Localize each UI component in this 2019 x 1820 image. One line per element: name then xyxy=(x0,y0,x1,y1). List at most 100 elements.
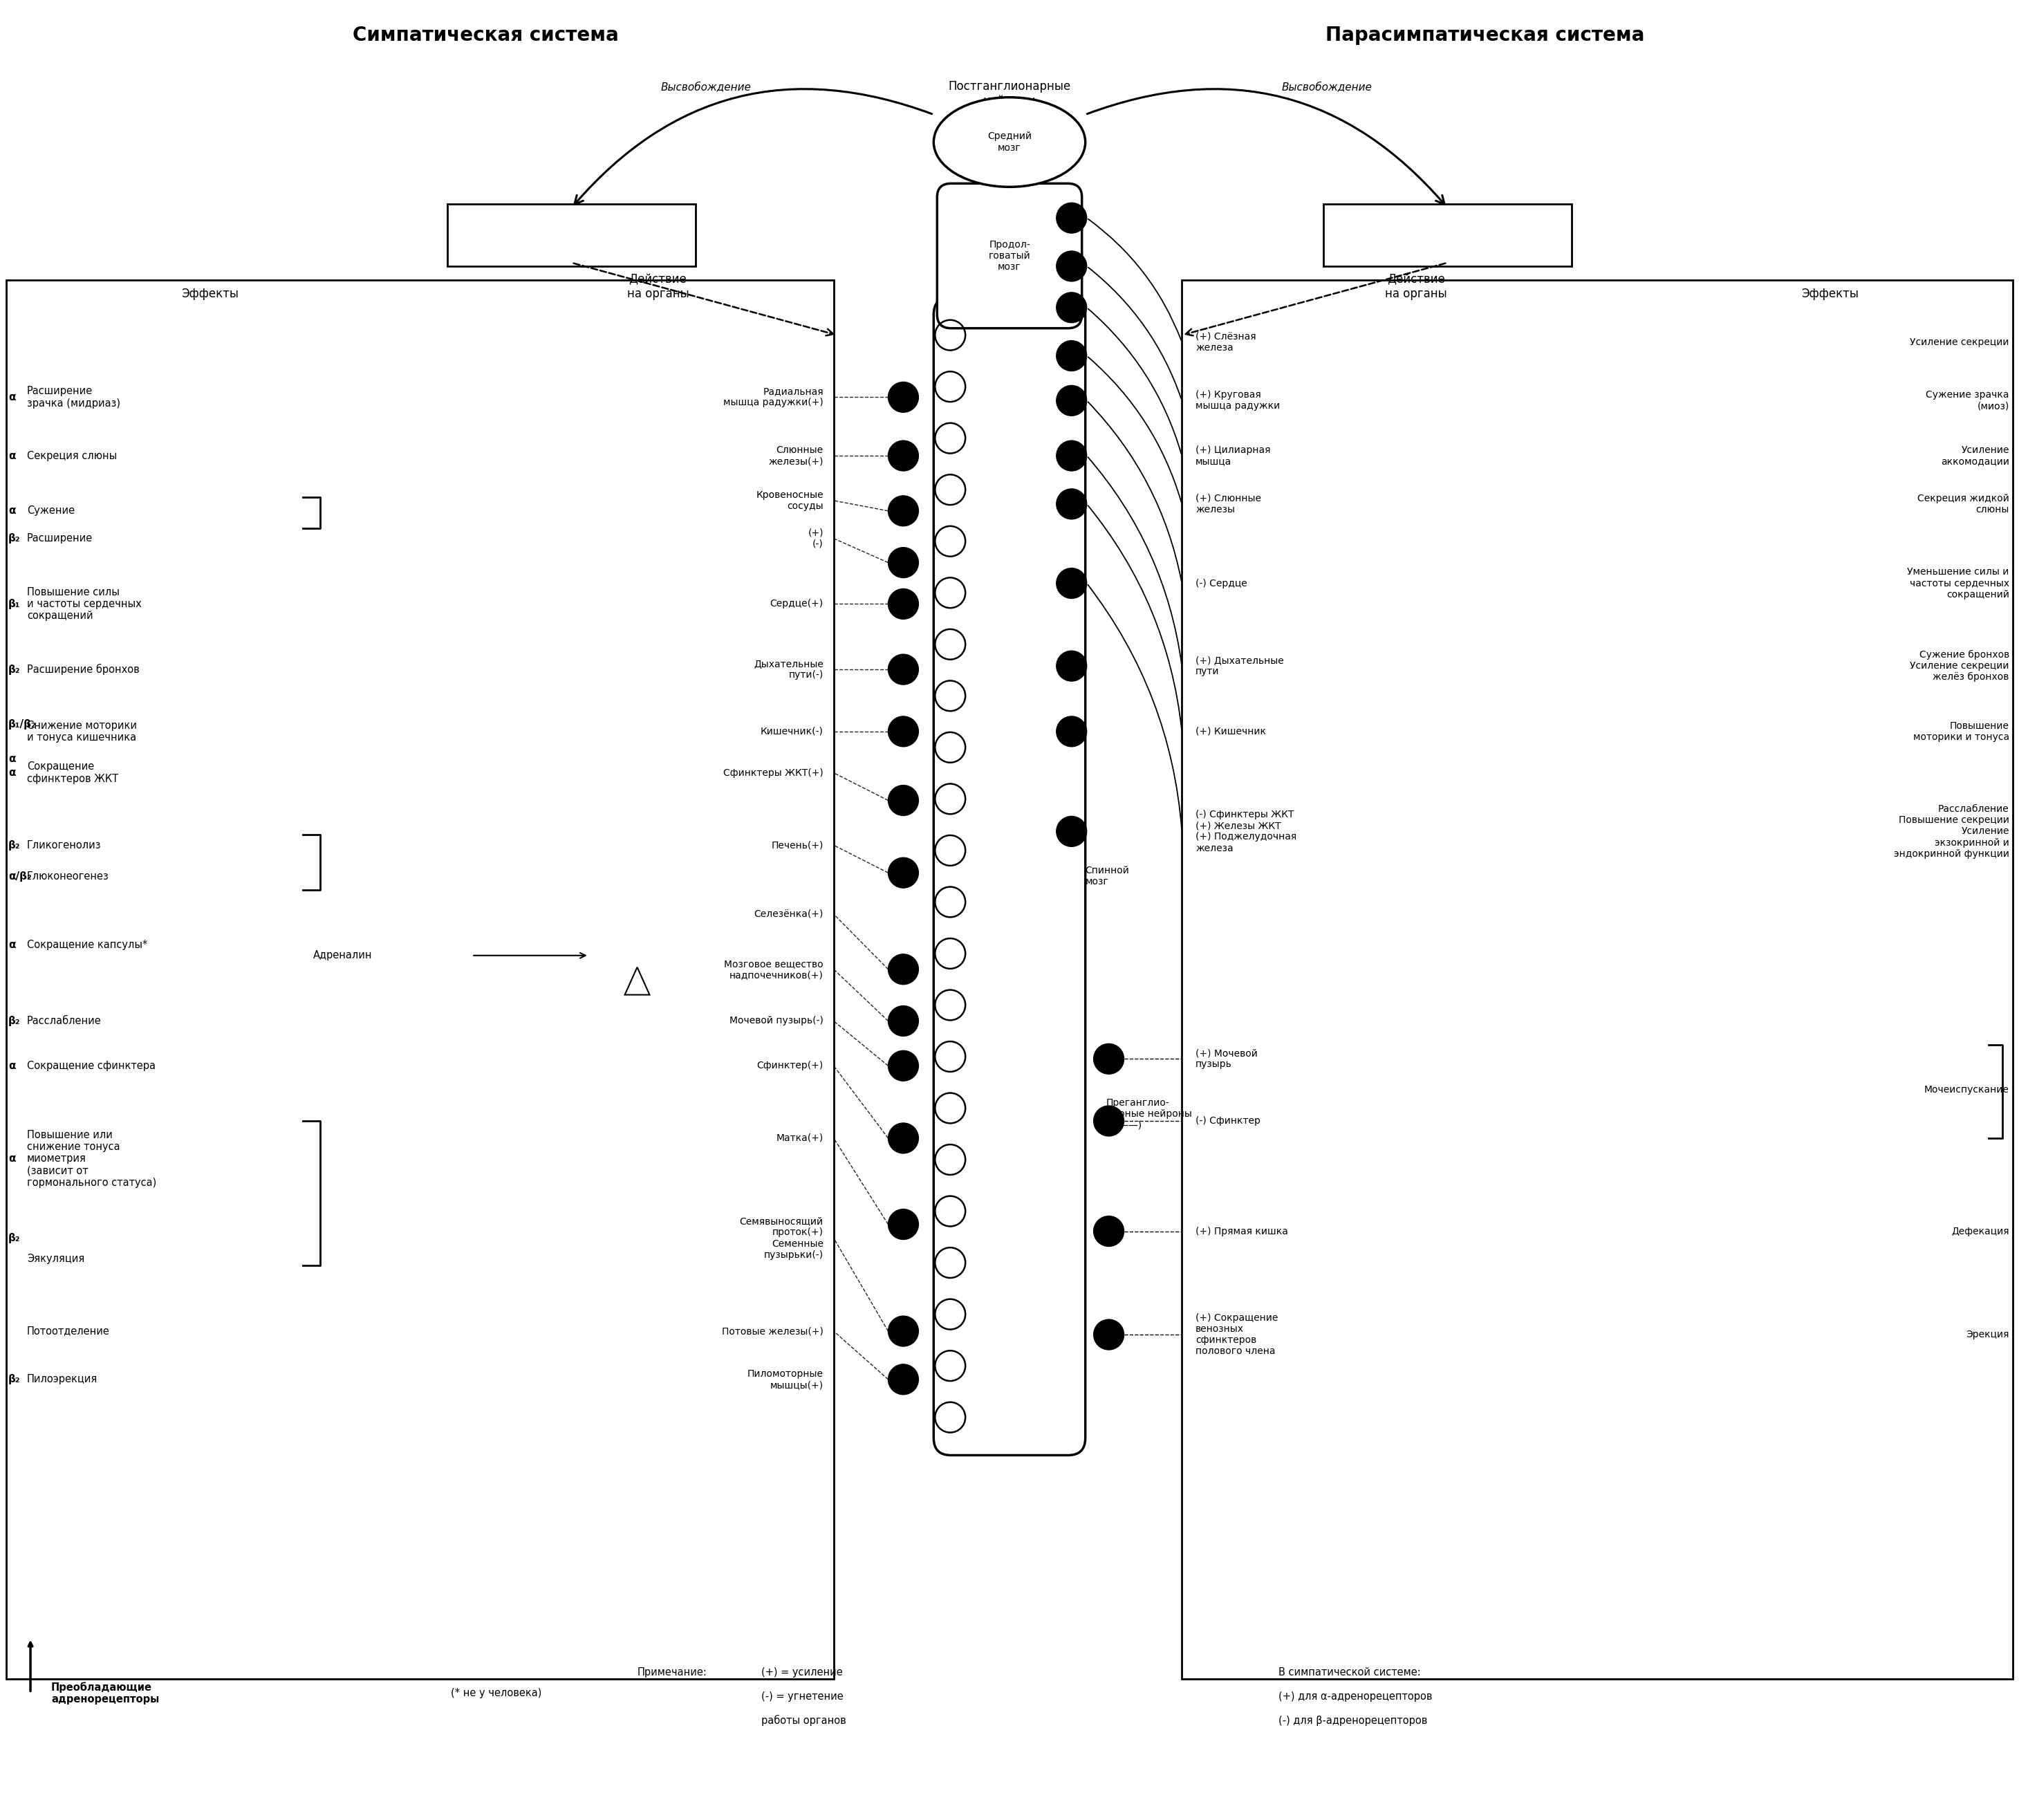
Text: Пиломоторные
мышцы(+): Пиломоторные мышцы(+) xyxy=(747,1369,824,1390)
Circle shape xyxy=(1056,568,1086,599)
Text: (+) Цилиарная
мышца: (+) Цилиарная мышца xyxy=(1195,446,1270,466)
Text: Сфинктер(+): Сфинктер(+) xyxy=(757,1061,824,1070)
Text: Усиление секреции: Усиление секреции xyxy=(1910,337,2009,348)
Text: β₁/β₂: β₁/β₂ xyxy=(8,719,36,730)
Text: Усиление
аккомодации: Усиление аккомодации xyxy=(1940,446,2009,466)
Circle shape xyxy=(888,495,919,526)
Text: Слюнные
железы(+): Слюнные железы(+) xyxy=(769,446,824,466)
Text: Парасимпатическая система: Парасимпатическая система xyxy=(1326,25,1645,46)
FancyArrowPatch shape xyxy=(1185,264,1446,335)
Text: Мозговое вещество
надпочечников(+): Мозговое вещество надпочечников(+) xyxy=(725,959,824,979)
Text: β₂: β₂ xyxy=(8,664,20,675)
Text: (-) для β-адренорецепторов: (-) для β-адренорецепторов xyxy=(1278,1716,1427,1725)
Circle shape xyxy=(1056,340,1086,371)
FancyArrowPatch shape xyxy=(474,954,586,957)
Text: Гликогенолиз: Гликогенолиз xyxy=(26,841,101,850)
Text: Повышение силы
и частоты сердечных
сокращений: Повышение силы и частоты сердечных сокра… xyxy=(26,586,141,621)
Text: Действие
на органы: Действие на органы xyxy=(1385,273,1448,300)
FancyArrowPatch shape xyxy=(1088,268,1181,399)
Circle shape xyxy=(1056,815,1086,846)
FancyArrowPatch shape xyxy=(575,89,933,204)
Text: Адреналин: Адреналин xyxy=(313,950,371,961)
Text: Печень(+): Печень(+) xyxy=(771,841,824,850)
Text: Радиальная
мышца радужки(+): Радиальная мышца радужки(+) xyxy=(723,386,824,408)
Text: Сокращение
сфинктеров ЖКТ: Сокращение сфинктеров ЖКТ xyxy=(26,761,119,784)
Text: β₂: β₂ xyxy=(8,1016,20,1026)
Text: Эффекты: Эффекты xyxy=(1801,288,1859,300)
Text: (+) Слёзная
железа: (+) Слёзная железа xyxy=(1195,331,1256,353)
Text: Продол-
говатый
мозг: Продол- говатый мозг xyxy=(989,240,1030,271)
FancyBboxPatch shape xyxy=(448,204,697,266)
Circle shape xyxy=(888,548,919,577)
Text: (+) Кишечник: (+) Кишечник xyxy=(1195,726,1266,737)
Text: (+) Сокращение
венозных
сфинктеров
полового члена: (+) Сокращение венозных сфинктеров полов… xyxy=(1195,1312,1278,1356)
Circle shape xyxy=(888,1365,919,1394)
Circle shape xyxy=(1094,1043,1125,1074)
Text: Повышение
моторики и тонуса: Повышение моторики и тонуса xyxy=(1914,721,2009,743)
FancyArrowPatch shape xyxy=(1088,506,1181,730)
Circle shape xyxy=(888,784,919,815)
Text: Сокращение капсулы*: Сокращение капсулы* xyxy=(26,939,147,950)
Circle shape xyxy=(888,590,919,619)
Text: Расширение: Расширение xyxy=(26,533,93,544)
Text: (* не у человека): (* не у человека) xyxy=(450,1687,541,1698)
Text: (-) = угнетение: (-) = угнетение xyxy=(761,1691,844,1702)
Text: Потовые железы(+): Потовые железы(+) xyxy=(721,1327,824,1336)
Text: Сужение: Сужение xyxy=(26,506,75,517)
Text: (+) = усиление: (+) = усиление xyxy=(761,1667,842,1678)
Text: β₁: β₁ xyxy=(8,599,20,610)
FancyArrowPatch shape xyxy=(573,264,834,335)
Circle shape xyxy=(1056,386,1086,415)
Text: α: α xyxy=(8,451,16,460)
Circle shape xyxy=(888,717,919,746)
Text: Спинной
мозг: Спинной мозг xyxy=(1086,866,1129,886)
Text: α: α xyxy=(8,768,16,777)
Text: (+) Круговая
мышца радужки: (+) Круговая мышца радужки xyxy=(1195,389,1280,411)
Text: Повышение или
снижение тонуса
миометрия
(зависит от
гормонального статуса): Повышение или снижение тонуса миометрия … xyxy=(26,1130,157,1188)
Text: α/β₂: α/β₂ xyxy=(8,872,32,881)
Text: Симпатическая система: Симпатическая система xyxy=(353,25,618,46)
Text: Дефекация: Дефекация xyxy=(1952,1227,2009,1236)
Text: Расширение
зрачка (мидриаз): Расширение зрачка (мидриаз) xyxy=(26,386,121,408)
Text: (+)
(-): (+) (-) xyxy=(808,528,824,550)
Text: Расслабление
Повышение секреции
Усиление
экзокринной и
эндокринной функции: Расслабление Повышение секреции Усиление… xyxy=(1894,804,2009,859)
Text: Сужение зрачка
(миоз): Сужение зрачка (миоз) xyxy=(1926,389,2009,411)
Circle shape xyxy=(888,1050,919,1081)
Circle shape xyxy=(1056,293,1086,322)
Text: α: α xyxy=(8,391,16,402)
Text: Дыхательные
пути(-): Дыхательные пути(-) xyxy=(753,659,824,681)
Text: Пилоэрекция: Пилоэрекция xyxy=(26,1374,97,1385)
Circle shape xyxy=(1056,202,1086,233)
Text: (+) Прямая кишка: (+) Прямая кишка xyxy=(1195,1227,1288,1236)
Text: Расслабление: Расслабление xyxy=(26,1016,101,1026)
Bar xyxy=(1181,280,2013,1680)
Circle shape xyxy=(888,954,919,985)
Text: Мочеиспускание: Мочеиспускание xyxy=(1924,1085,2009,1096)
Text: Кровеносные
сосуды: Кровеносные сосуды xyxy=(755,490,824,511)
Circle shape xyxy=(1094,1320,1125,1350)
Circle shape xyxy=(888,1123,919,1154)
Text: Семявыносящий
проток(+)
Семенные
пузырьки(-): Семявыносящий проток(+) Семенные пузырьк… xyxy=(739,1216,824,1259)
Text: Расширение бронхов: Расширение бронхов xyxy=(26,664,139,675)
Text: Мочевой пузырь(-): Мочевой пузырь(-) xyxy=(729,1016,824,1026)
Text: Эрекция: Эрекция xyxy=(1967,1330,2009,1340)
FancyBboxPatch shape xyxy=(937,184,1082,328)
Text: Матка(+): Матка(+) xyxy=(775,1134,824,1143)
FancyBboxPatch shape xyxy=(1322,204,1571,266)
Bar xyxy=(6,280,834,1680)
Text: Высвобождение: Высвобождение xyxy=(660,82,751,93)
Circle shape xyxy=(888,653,919,684)
Text: Сердце(+): Сердце(+) xyxy=(769,599,824,610)
Text: Уменьшение силы и
частоты сердечных
сокращений: Уменьшение силы и частоты сердечных сокр… xyxy=(1908,568,2009,599)
Text: β₂: β₂ xyxy=(8,1232,20,1243)
Text: Сокращение сфинктера: Сокращение сфинктера xyxy=(26,1061,155,1070)
Text: (+) Мочевой
пузырь: (+) Мочевой пузырь xyxy=(1195,1048,1258,1070)
Text: α: α xyxy=(8,1154,16,1165)
Ellipse shape xyxy=(933,96,1086,187)
Text: Сужение бронхов
Усиление секреции
желёз бронхов: Сужение бронхов Усиление секреции желёз … xyxy=(1910,650,2009,682)
Text: Секреция слюны: Секреция слюны xyxy=(26,451,117,460)
Text: Снижение моторики
и тонуса кишечника: Снижение моторики и тонуса кишечника xyxy=(26,721,137,743)
Text: Постганглионарные
нейроны: Постганглионарные нейроны xyxy=(949,80,1070,107)
Circle shape xyxy=(888,1208,919,1239)
Circle shape xyxy=(1056,490,1086,519)
